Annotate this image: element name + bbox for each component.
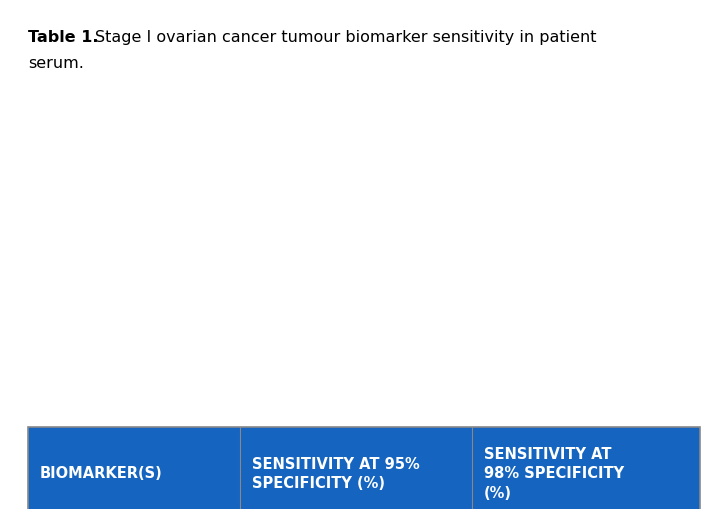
Text: BIOMARKER(S): BIOMARKER(S) <box>40 466 163 480</box>
Text: Stage I ovarian cancer tumour biomarker sensitivity in patient: Stage I ovarian cancer tumour biomarker … <box>95 30 596 45</box>
Text: SENSITIVITY AT 95%
SPECIFICITY (%): SENSITIVITY AT 95% SPECIFICITY (%) <box>252 456 419 490</box>
Text: serum.: serum. <box>28 56 84 71</box>
Bar <box>28 427 700 509</box>
Bar <box>28 427 700 509</box>
Text: Table 1.: Table 1. <box>28 30 98 45</box>
Text: SENSITIVITY AT
98% SPECIFICITY
(%): SENSITIVITY AT 98% SPECIFICITY (%) <box>483 446 624 500</box>
